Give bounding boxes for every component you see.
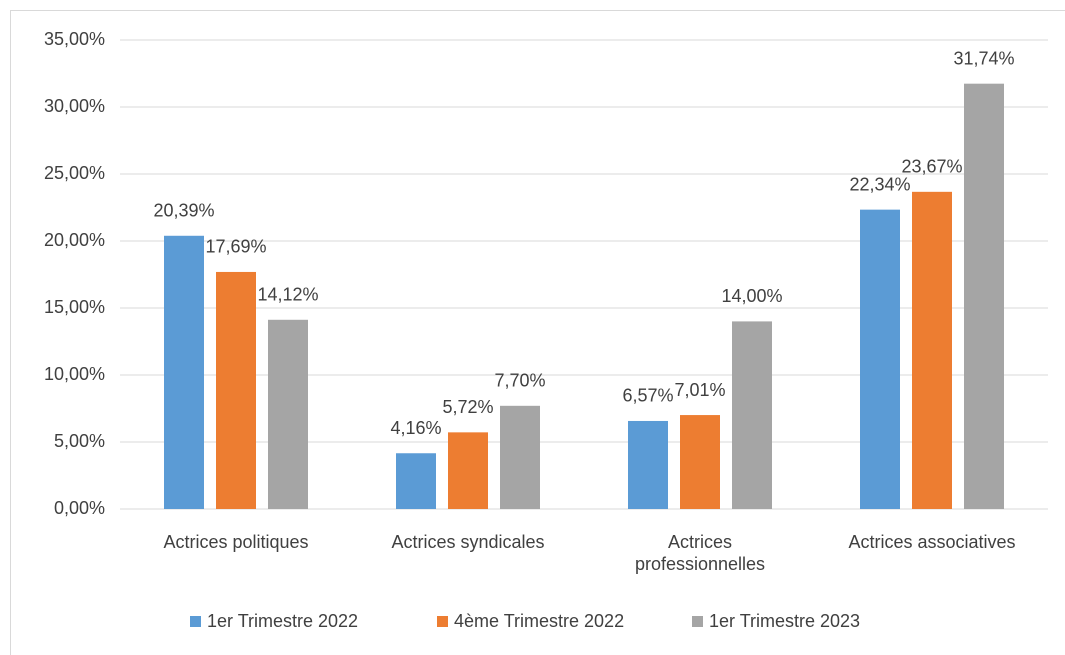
- bar: [912, 191, 952, 509]
- bar: [164, 235, 204, 510]
- y-tick-label: 20,00%: [44, 230, 105, 250]
- data-label: 7,70%: [494, 371, 545, 391]
- bar: [216, 271, 256, 509]
- data-label: 5,72%: [442, 397, 493, 417]
- data-label: 14,00%: [721, 286, 782, 306]
- y-tick-label: 15,00%: [44, 297, 105, 317]
- bar: [860, 209, 900, 510]
- x-tick-label: Actrices associatives: [848, 532, 1016, 552]
- x-tick-label: Actrices syndicales: [391, 532, 545, 552]
- bar: [448, 432, 488, 509]
- legend-label: 1er Trimestre 2023: [709, 611, 860, 631]
- legend-label: 1er Trimestre 2022: [207, 611, 358, 631]
- chart-frame: [10, 10, 1065, 655]
- bar: [396, 453, 436, 509]
- bar: [500, 405, 540, 509]
- data-label: 7,01%: [674, 380, 725, 400]
- y-tick-label: 35,00%: [44, 29, 105, 49]
- legend-swatch: [437, 616, 448, 627]
- data-label: 20,39%: [153, 201, 214, 221]
- bar: [680, 415, 720, 509]
- y-tick-label: 30,00%: [44, 96, 105, 116]
- bar: [732, 321, 772, 509]
- y-tick-label: 0,00%: [54, 498, 105, 518]
- y-tick-label: 25,00%: [44, 163, 105, 183]
- data-label: 17,69%: [205, 237, 266, 257]
- y-tick-label: 5,00%: [54, 431, 105, 451]
- data-label: 31,74%: [953, 48, 1014, 68]
- legend-swatch: [190, 616, 201, 627]
- x-tick-label: Actrices politiques: [163, 532, 309, 552]
- data-label: 6,57%: [622, 386, 673, 406]
- data-label: 23,67%: [901, 157, 962, 177]
- bar: [628, 420, 668, 509]
- y-tick-label: 10,00%: [44, 364, 105, 384]
- legend-swatch: [692, 616, 703, 627]
- data-label: 14,12%: [257, 285, 318, 305]
- legend-label: 4ème Trimestre 2022: [454, 611, 624, 631]
- bar: [964, 83, 1004, 510]
- data-label: 22,34%: [849, 174, 910, 194]
- x-tick-label: Actrices professionnelles: [634, 532, 766, 574]
- bar: [268, 319, 308, 509]
- data-label: 4,16%: [390, 418, 441, 438]
